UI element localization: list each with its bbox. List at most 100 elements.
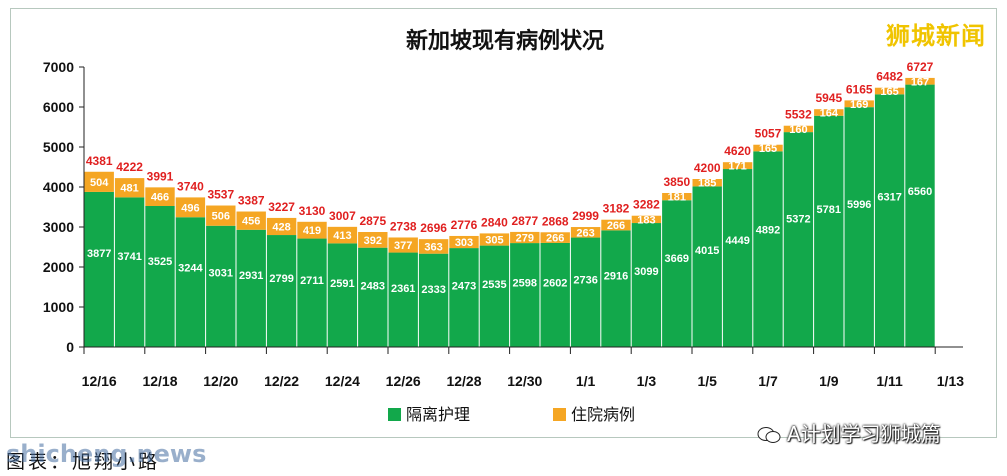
label-isolation: 2799	[269, 273, 293, 285]
label-hospital: 171	[728, 161, 746, 173]
bar-isolation	[266, 235, 297, 347]
label-isolation: 3031	[209, 268, 233, 280]
label-isolation: 2736	[573, 275, 597, 287]
label-total: 4620	[724, 144, 751, 158]
bar-isolation	[874, 94, 905, 347]
bar-isolation	[631, 223, 662, 347]
label-total: 2738	[390, 219, 417, 233]
label-hospital: 169	[850, 99, 868, 111]
label-hospital: 167	[911, 76, 929, 88]
label-isolation: 2931	[239, 270, 263, 282]
label-isolation: 6317	[877, 191, 901, 203]
label-hospital: 303	[455, 237, 473, 249]
label-isolation: 2361	[391, 283, 415, 295]
label-total: 3282	[633, 198, 660, 212]
label-isolation: 3741	[117, 251, 141, 263]
bar-isolation	[418, 253, 449, 347]
bar-hospital	[631, 215, 662, 224]
label-total: 3130	[299, 204, 326, 218]
label-hospital: 263	[576, 227, 594, 239]
label-total: 5057	[755, 127, 782, 141]
label-total: 3740	[177, 179, 204, 193]
bar-isolation	[479, 245, 510, 347]
label-isolation: 3099	[634, 266, 658, 278]
bar-isolation	[358, 247, 388, 347]
label-hospital: 504	[90, 177, 109, 189]
site-watermark: shicheng.news	[6, 440, 207, 468]
y-tick-label: 0	[66, 339, 74, 355]
label-isolation: 2711	[300, 275, 324, 287]
label-isolation: 3525	[148, 256, 172, 268]
label-isolation: 2483	[361, 280, 385, 292]
y-tick-label: 2000	[43, 259, 74, 275]
label-isolation: 2535	[482, 279, 506, 291]
bar-hospital	[814, 109, 844, 116]
label-isolation: 3877	[87, 248, 111, 260]
label-total: 5945	[815, 91, 842, 105]
label-isolation: 2916	[604, 270, 628, 282]
label-total: 6727	[907, 60, 934, 74]
x-tick-label: 12/16	[82, 373, 117, 389]
label-isolation: 4015	[695, 245, 719, 257]
bar-hospital	[327, 226, 358, 244]
label-total: 4222	[116, 160, 143, 174]
label-isolation: 5996	[847, 199, 871, 211]
label-hospital: 506	[212, 211, 230, 223]
label-isolation: 6560	[908, 186, 932, 198]
x-tick-label: 12/26	[386, 373, 421, 389]
bar-isolation	[145, 206, 175, 347]
label-total: 3227	[268, 200, 295, 214]
bars: 3877 504 4381 3741 481 4222 3525 466 3991 3244 496…	[84, 60, 935, 347]
label-isolation: 2473	[452, 281, 476, 293]
bar-isolation	[297, 238, 327, 347]
wechat-watermark-text: A计划学习狮城篇	[787, 422, 941, 446]
bar-hospital	[358, 232, 388, 248]
label-isolation: 3669	[665, 253, 689, 265]
bar-isolation	[905, 84, 935, 347]
x-tick-label: 1/1	[576, 373, 596, 389]
y-tick-label: 7000	[43, 59, 74, 75]
bar-isolation	[449, 248, 479, 347]
label-isolation: 5781	[817, 204, 841, 216]
x-tick-label: 1/3	[637, 373, 657, 389]
bar-hospital	[388, 237, 418, 253]
x-tick-label: 12/20	[203, 373, 238, 389]
label-hospital: 185	[698, 178, 716, 190]
bar-hospital	[905, 77, 935, 85]
bar-hospital	[479, 233, 510, 246]
bar-hospital	[692, 179, 722, 187]
label-total: 3387	[238, 194, 265, 208]
legend: 隔离护理 住院病例	[388, 405, 635, 424]
bar-hospital	[236, 211, 266, 230]
label-hospital: 181	[668, 192, 686, 204]
chart-title: 新加坡现有病例状况	[406, 28, 604, 54]
y-tick-label: 4000	[43, 179, 74, 195]
bar-isolation	[844, 107, 874, 347]
bar-isolation	[692, 186, 722, 347]
label-hospital: 466	[151, 192, 169, 204]
bar-hospital	[753, 144, 783, 152]
bar-hospital	[510, 231, 540, 244]
label-hospital: 428	[272, 221, 290, 233]
label-hospital: 363	[424, 241, 442, 253]
bar-hospital	[662, 193, 692, 201]
legend-swatch-hospital	[553, 408, 566, 421]
label-hospital: 496	[181, 202, 199, 214]
bar-hospital	[844, 100, 874, 108]
y-tick-label: 3000	[43, 219, 74, 235]
legend-label-isolation: 隔离护理	[406, 405, 470, 424]
label-total: 5532	[785, 108, 812, 122]
bar-isolation	[84, 191, 114, 347]
label-hospital: 266	[607, 220, 625, 232]
label-hospital: 165	[759, 143, 777, 155]
label-total: 3537	[207, 188, 234, 202]
label-isolation: 2598	[513, 278, 537, 290]
x-tick-label: 12/18	[142, 373, 177, 389]
x-tick-label: 12/22	[264, 373, 299, 389]
label-hospital: 481	[120, 183, 138, 195]
bar-hospital	[84, 171, 114, 192]
label-total: 2776	[451, 218, 478, 232]
bar-hospital	[114, 178, 145, 198]
label-total: 2999	[572, 209, 599, 223]
label-hospital: 413	[333, 230, 351, 242]
